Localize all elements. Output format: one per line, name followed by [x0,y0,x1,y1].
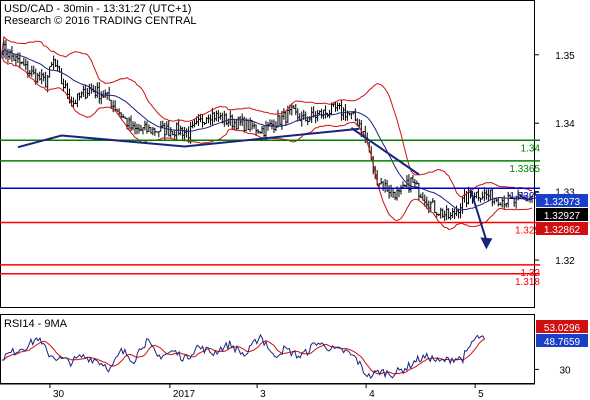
moving-average-line [1,48,533,211]
price-tag [536,222,588,235]
rsi-line [1,333,486,380]
price-panel [0,0,535,308]
pattern-trendline [350,127,420,176]
bollinger-upper-band [1,35,533,198]
price-tag [536,208,588,221]
chart-subtitle: Research © 2016 TRADING CENTRAL [4,15,197,27]
time-axis: 30 2017 3 4 5 [49,384,484,400]
rsi-axis: 30 [535,365,571,376]
y-tick-label: 1.33 [555,188,575,199]
rsi-y-tick-label: 30 [559,365,571,376]
x-tick-label: 30 [53,389,65,400]
price-tag [536,194,588,207]
rsi-tag [536,334,588,347]
price-axis: 1.35 1.34 1.33 1.32 [535,51,575,267]
y-tick-label: 1.32 [555,256,575,267]
rsi-tag [536,320,588,333]
price-tag-label: 1.32973 [544,197,581,208]
projection-arrow-head [480,237,493,250]
price-tag-label: 1.32862 [544,225,581,236]
x-tick-label: 5 [478,389,484,400]
rsi-tag-label: 48.7659 [544,337,581,348]
projection-arrow-shaft [469,189,488,241]
y-tick-label: 1.34 [555,119,575,130]
level-label: 1.318 [515,277,540,288]
rsi-panel [0,314,535,384]
rsi-lines [1,333,486,380]
x-tick-label: 2017 [173,389,196,400]
rsi-tag-label: 53.0296 [544,323,581,334]
rsi-title: RSI14 - 9MA [4,318,68,330]
x-tick-label: 3 [260,389,266,400]
level-label: 1.3365 [509,164,540,175]
level-label: 1.325 [515,225,540,236]
price-tag-label: 1.32927 [544,211,581,222]
x-tick-label: 4 [369,389,375,400]
price-tags: 1.32973 1.32927 1.32862 [536,194,588,236]
level-label: 1.34 [521,143,541,154]
pattern-lines [17,127,493,250]
chart-title: USD/CAD - 30min - 13:31:27 (UTC+1) [4,3,191,15]
pattern-trendline [17,127,360,149]
level-label: 1.3325 [509,191,540,202]
y-tick-label: 1.35 [555,51,575,62]
rsi-tags: 53.0296 48.7659 [536,320,588,348]
rsi-ma-line [1,338,485,375]
